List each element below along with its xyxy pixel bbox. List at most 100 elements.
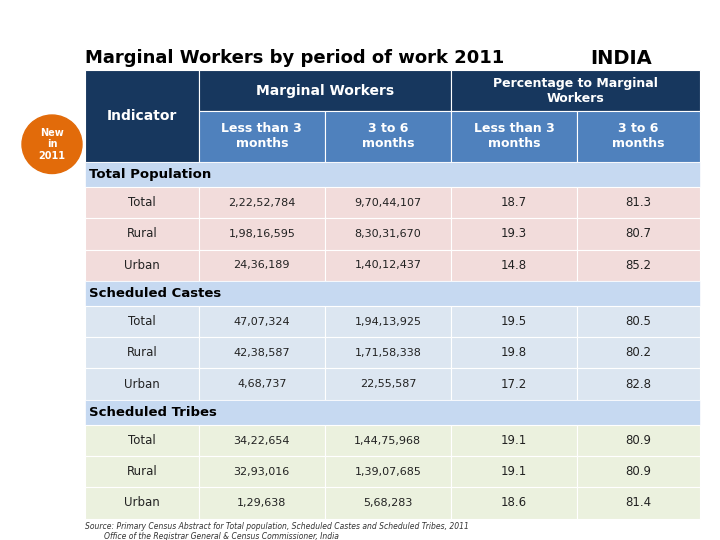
- Bar: [577, 488, 700, 518]
- Text: Rural: Rural: [127, 227, 157, 240]
- Text: 18.6: 18.6: [501, 496, 527, 509]
- Bar: [577, 456, 700, 488]
- Bar: [325, 368, 451, 400]
- Text: 1,40,12,437: 1,40,12,437: [354, 260, 421, 270]
- Bar: [577, 368, 700, 400]
- Bar: [577, 338, 700, 368]
- Text: 5,68,283: 5,68,283: [363, 498, 413, 508]
- Bar: [85, 162, 700, 187]
- Text: 19.1: 19.1: [501, 465, 527, 478]
- Text: 19.5: 19.5: [501, 315, 527, 328]
- Text: 80.9: 80.9: [626, 434, 652, 447]
- Text: 19.3: 19.3: [501, 227, 527, 240]
- Bar: [451, 218, 577, 249]
- Bar: [199, 187, 325, 218]
- Bar: [577, 111, 700, 162]
- Text: Percentage to Marginal
Workers: Percentage to Marginal Workers: [493, 77, 658, 105]
- Text: 2,22,52,784: 2,22,52,784: [228, 198, 295, 208]
- Bar: [325, 111, 451, 162]
- Text: 80.2: 80.2: [626, 346, 652, 359]
- Bar: [577, 218, 700, 249]
- Bar: [85, 400, 700, 425]
- Text: 24,36,189: 24,36,189: [233, 260, 290, 270]
- Bar: [199, 425, 325, 456]
- Bar: [325, 338, 451, 368]
- Text: 1,94,13,925: 1,94,13,925: [354, 316, 421, 327]
- Text: 14.8: 14.8: [501, 259, 527, 272]
- Text: Less than 3
months: Less than 3 months: [474, 123, 554, 151]
- Text: Total Population: Total Population: [89, 168, 211, 181]
- Bar: [85, 218, 199, 249]
- Text: 85.2: 85.2: [626, 259, 652, 272]
- Bar: [451, 456, 577, 488]
- Text: Indicator: Indicator: [107, 109, 177, 123]
- Text: Source: Primary Census Abstract for Total population, Scheduled Castes and Sched: Source: Primary Census Abstract for Tota…: [85, 523, 469, 531]
- Text: Urban: Urban: [124, 259, 160, 272]
- Bar: [85, 425, 199, 456]
- Bar: [199, 338, 325, 368]
- Text: Scheduled Tribes: Scheduled Tribes: [89, 406, 217, 419]
- Bar: [577, 306, 700, 338]
- Text: 47,07,324: 47,07,324: [233, 316, 290, 327]
- Text: 34,22,654: 34,22,654: [233, 436, 290, 446]
- Bar: [199, 368, 325, 400]
- Text: 80.7: 80.7: [626, 227, 652, 240]
- Text: Total: Total: [128, 315, 156, 328]
- Bar: [451, 425, 577, 456]
- Bar: [325, 187, 451, 218]
- Bar: [199, 70, 451, 111]
- Text: 17.2: 17.2: [501, 377, 527, 390]
- Bar: [577, 249, 700, 281]
- Text: Urban: Urban: [124, 377, 160, 390]
- Text: 19.1: 19.1: [501, 434, 527, 447]
- Text: 1,98,16,595: 1,98,16,595: [228, 229, 295, 239]
- Bar: [85, 368, 199, 400]
- Text: 1,71,58,338: 1,71,58,338: [354, 348, 421, 358]
- Bar: [85, 338, 199, 368]
- Text: Scheduled Castes: Scheduled Castes: [89, 287, 221, 300]
- Text: 80.9: 80.9: [626, 465, 652, 478]
- Bar: [451, 249, 577, 281]
- Text: Total: Total: [128, 196, 156, 210]
- Text: New
in
2011: New in 2011: [38, 127, 66, 161]
- Bar: [85, 306, 199, 338]
- Text: 18.7: 18.7: [501, 196, 527, 210]
- Bar: [451, 488, 577, 518]
- Bar: [85, 249, 199, 281]
- Bar: [199, 306, 325, 338]
- Text: Rural: Rural: [127, 346, 157, 359]
- Text: 80.5: 80.5: [626, 315, 652, 328]
- Bar: [451, 111, 577, 162]
- Text: Marginal Workers by period of work 2011: Marginal Workers by period of work 2011: [85, 49, 504, 67]
- Text: 81.4: 81.4: [626, 496, 652, 509]
- Bar: [85, 281, 700, 306]
- Text: 1,29,638: 1,29,638: [237, 498, 287, 508]
- Bar: [85, 187, 199, 218]
- Bar: [577, 425, 700, 456]
- Bar: [325, 306, 451, 338]
- Bar: [199, 488, 325, 518]
- Text: Urban: Urban: [124, 496, 160, 509]
- Text: Office of the Registrar General & Census Commissioner, India: Office of the Registrar General & Census…: [85, 532, 339, 540]
- Bar: [325, 218, 451, 249]
- Bar: [85, 488, 199, 518]
- Bar: [325, 249, 451, 281]
- Bar: [199, 249, 325, 281]
- Bar: [451, 368, 577, 400]
- Text: INDIA: INDIA: [590, 49, 652, 68]
- Text: Marginal Workers: Marginal Workers: [256, 84, 394, 98]
- Text: 3 to 6
months: 3 to 6 months: [361, 123, 414, 151]
- Bar: [325, 488, 451, 518]
- Text: Rural: Rural: [127, 465, 157, 478]
- Bar: [85, 456, 199, 488]
- Text: 4,68,737: 4,68,737: [237, 379, 287, 389]
- Bar: [451, 306, 577, 338]
- Bar: [451, 70, 700, 111]
- Bar: [451, 187, 577, 218]
- Bar: [325, 425, 451, 456]
- Bar: [577, 187, 700, 218]
- Text: Total: Total: [128, 434, 156, 447]
- Text: Less than 3
months: Less than 3 months: [222, 123, 302, 151]
- Text: 19.8: 19.8: [501, 346, 527, 359]
- Text: 3 to 6
months: 3 to 6 months: [612, 123, 665, 151]
